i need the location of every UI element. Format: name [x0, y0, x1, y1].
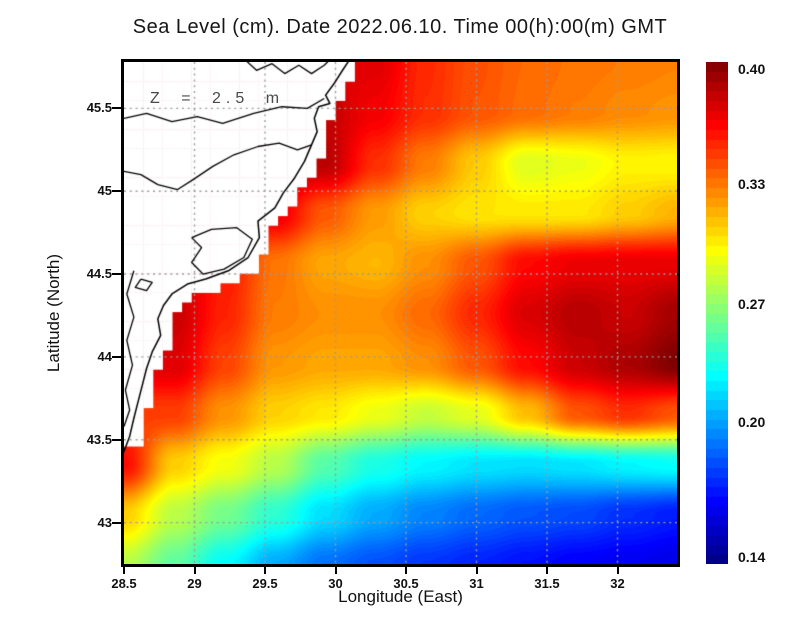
x-tick-mark — [405, 567, 407, 574]
x-axis-label: Longitude (East) — [338, 587, 463, 606]
colorbar-tick-label: 0.14 — [738, 548, 766, 565]
x-tick-label: 28.5 — [111, 576, 137, 591]
y-tick-label: 44 — [97, 348, 112, 364]
y-tick-label: 44.5 — [86, 266, 112, 282]
y-tick-mark — [112, 107, 121, 110]
plot-title: Sea Level (cm). Date 2022.06.10. Time 00… — [132, 16, 668, 38]
x-tick-label: 29 — [187, 576, 202, 591]
y-axis-label: Latitude (North) — [44, 253, 63, 373]
sea-level-heatmap — [124, 62, 677, 564]
colorbar-tick-label: 0.40 — [738, 61, 766, 78]
y-tick-mark — [112, 273, 121, 276]
y-tick-label: 45 — [97, 183, 112, 199]
y-tick-label: 45.5 — [86, 100, 112, 116]
y-tick-mark — [112, 355, 121, 358]
x-tick-label: 30.5 — [393, 576, 419, 591]
colorbar — [706, 62, 728, 564]
x-tick-label: 29.5 — [252, 576, 278, 591]
x-tick-mark — [123, 567, 125, 574]
colorbar-tick-label: 0.27 — [738, 296, 766, 313]
x-tick-mark — [193, 567, 196, 574]
depth-annotation: Z = 2.5 m — [150, 90, 285, 107]
y-tick-mark — [112, 438, 121, 441]
x-tick-mark — [264, 567, 266, 574]
y-tick-label: 43 — [97, 514, 112, 530]
x-tick-mark — [546, 567, 548, 574]
colorbar-tick-label: 0.20 — [738, 413, 766, 430]
x-tick-mark — [475, 567, 478, 574]
x-tick-label: 32 — [610, 576, 625, 591]
x-tick-mark — [616, 567, 619, 574]
x-tick-label: 31 — [469, 576, 484, 591]
y-tick-mark — [112, 521, 121, 524]
colorbar-tick-label: 0.33 — [738, 175, 766, 192]
x-tick-label: 31.5 — [534, 576, 560, 591]
x-tick-mark — [334, 567, 337, 574]
y-tick-mark — [112, 190, 121, 193]
y-tick-label: 43.5 — [86, 431, 112, 447]
x-tick-label: 30 — [328, 576, 343, 591]
